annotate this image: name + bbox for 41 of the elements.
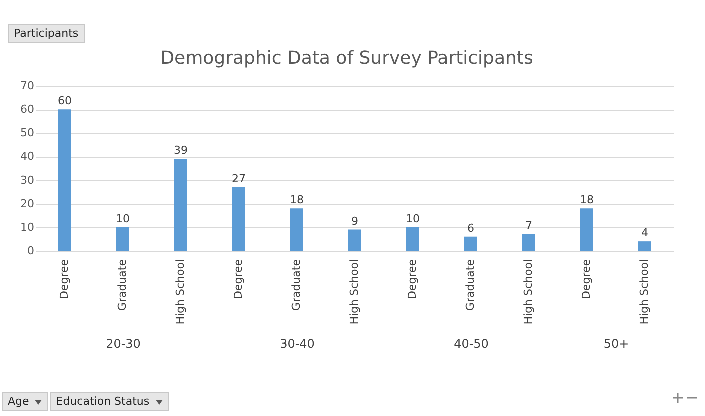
y-tick-label: 0 bbox=[28, 244, 34, 258]
x-axis-title: 30-40 bbox=[280, 336, 315, 351]
x-tick-label: Degree bbox=[58, 259, 71, 300]
data-label: 9 bbox=[352, 214, 358, 228]
y-tick-label: 50 bbox=[20, 126, 34, 140]
data-label: 27 bbox=[232, 172, 246, 186]
y-tick-label: 10 bbox=[20, 220, 34, 234]
text: Participants bbox=[8, 24, 85, 43]
text: Demographic Data of Survey Participants bbox=[160, 48, 534, 69]
text: Education Status bbox=[50, 392, 169, 411]
y-tick-label: 70 bbox=[20, 80, 34, 92]
x-tick-label: High School bbox=[522, 260, 535, 325]
bar bbox=[116, 227, 130, 251]
x-tick-label: High School bbox=[638, 260, 651, 325]
x-axis-title: 40-50 bbox=[454, 336, 489, 351]
y-tick-label: 30 bbox=[20, 174, 34, 187]
data-label: 10 bbox=[116, 212, 130, 226]
data-label: 6 bbox=[468, 222, 474, 235]
x-tick-label: Degree bbox=[232, 259, 245, 300]
x-tick-label: Degree bbox=[406, 259, 419, 300]
text: Age bbox=[2, 392, 48, 411]
y-tick-label: 20 bbox=[20, 197, 34, 210]
data-label: 18 bbox=[580, 194, 594, 207]
x-tick-label: Degree bbox=[580, 259, 593, 300]
x-tick-label: High School bbox=[174, 260, 187, 325]
data-label: 7 bbox=[526, 220, 532, 232]
x-tick-label: Graduate bbox=[290, 259, 303, 312]
data-label: 10 bbox=[406, 212, 420, 226]
x-tick-label: Graduate bbox=[464, 259, 477, 312]
x-axis-title: 20-30 bbox=[106, 336, 141, 351]
x-tick-label: High School bbox=[348, 260, 361, 325]
x-tick-label: Graduate bbox=[116, 259, 129, 312]
y-tick-label: 60 bbox=[20, 103, 34, 116]
bar bbox=[174, 159, 188, 251]
y-tick-label: 40 bbox=[20, 150, 34, 164]
data-label: 60 bbox=[58, 94, 72, 108]
data-label: 18 bbox=[290, 194, 304, 207]
data-label: 39 bbox=[174, 144, 188, 158]
x-axis-title: 50+ bbox=[604, 336, 630, 351]
data-label: 4 bbox=[642, 226, 648, 240]
bar bbox=[58, 110, 72, 251]
